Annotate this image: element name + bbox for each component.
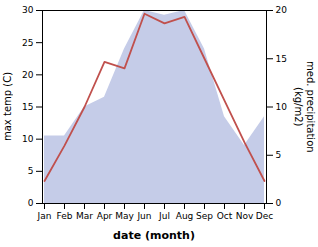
svg-text:Jan: Jan: [37, 211, 52, 221]
svg-text:5: 5: [276, 150, 282, 160]
svg-text:0: 0: [28, 198, 34, 208]
svg-text:Mar: Mar: [76, 211, 93, 221]
svg-text:30: 30: [22, 5, 34, 15]
svg-text:Aug: Aug: [176, 211, 194, 221]
svg-text:Nov: Nov: [236, 211, 254, 221]
svg-text:Dec: Dec: [256, 211, 273, 221]
svg-text:Jun: Jun: [136, 211, 151, 221]
svg-text:Feb: Feb: [57, 211, 73, 221]
svg-text:20: 20: [276, 5, 288, 15]
svg-text:Apr: Apr: [97, 211, 113, 221]
svg-text:5: 5: [28, 166, 34, 176]
svg-text:20: 20: [22, 70, 34, 80]
svg-text:Jul: Jul: [158, 211, 170, 221]
svg-text:Sep: Sep: [196, 211, 213, 221]
svg-text:10: 10: [22, 134, 34, 144]
svg-text:Oct: Oct: [217, 211, 233, 221]
svg-text:15: 15: [276, 54, 287, 64]
svg-text:25: 25: [22, 38, 33, 48]
html-text:med. precipitation (kg/m2): med. precipitation (kg/m2): [293, 60, 316, 153]
html-text:max temp (C): max temp (C): [1, 72, 13, 141]
svg-text:0: 0: [276, 198, 282, 208]
svg-text:10: 10: [276, 102, 288, 112]
html-text:date (month): date (month): [113, 228, 195, 242]
svg-text:15: 15: [22, 102, 33, 112]
svg-text:May: May: [115, 211, 134, 221]
